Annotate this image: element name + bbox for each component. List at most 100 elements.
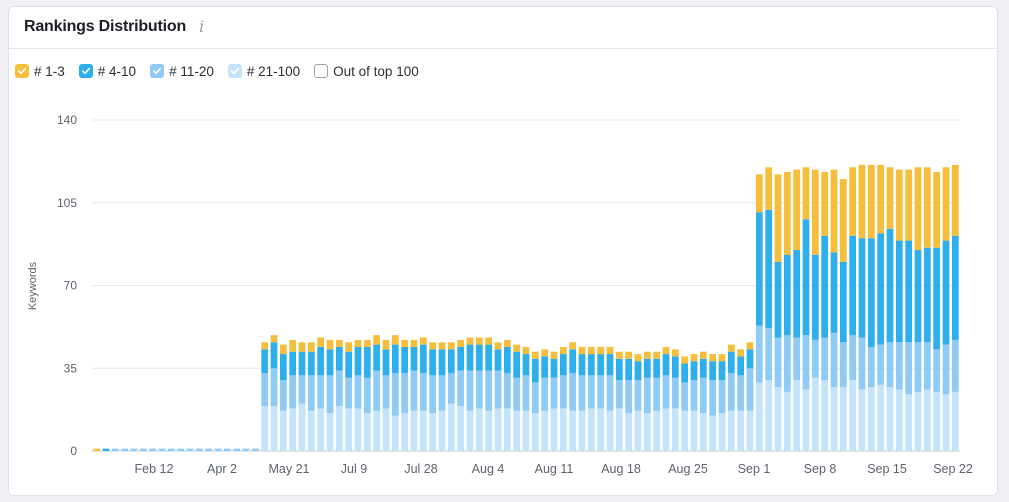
bar-segment — [363, 413, 371, 451]
bar-segment — [671, 377, 679, 409]
bar-segment — [335, 406, 343, 451]
bar-segment — [793, 169, 801, 251]
x-tick-label: Aug 4 — [472, 462, 505, 476]
bar-segment — [587, 346, 595, 355]
bar-segment — [289, 408, 297, 451]
bar-segment — [326, 349, 334, 376]
bar-segment — [317, 337, 325, 347]
bar-segment — [905, 240, 913, 343]
bar-segment — [419, 410, 427, 451]
bar-segment — [662, 354, 670, 376]
bar-segment — [419, 372, 427, 411]
y-tick-label: 105 — [57, 196, 77, 210]
bar-segment — [615, 358, 623, 381]
bar-segment — [391, 415, 399, 451]
bar-segment — [727, 344, 735, 352]
bar-segment — [541, 356, 549, 378]
bar-segment — [373, 344, 381, 371]
legend-item-11-20[interactable]: # 11-20 — [150, 64, 214, 79]
bar-segment — [867, 387, 875, 451]
bar-segment — [858, 164, 866, 239]
bar-segment — [653, 377, 661, 411]
bar-segment — [671, 349, 679, 357]
bar-segment — [447, 372, 455, 404]
bar-segment — [541, 349, 549, 357]
legend-item-4-10[interactable]: # 4-10 — [78, 64, 136, 79]
checkbox-checked-icon[interactable] — [150, 64, 165, 78]
bar-segment — [429, 375, 437, 414]
bar-segment — [391, 372, 399, 416]
bar-segment — [839, 179, 847, 262]
legend-label: Out of top 100 — [333, 63, 419, 79]
bar-segment — [830, 169, 838, 253]
legend-item-21-100[interactable]: # 21-100 — [227, 64, 300, 79]
bar-segment — [737, 356, 745, 376]
bar-segment — [457, 406, 465, 451]
bar-segment — [522, 410, 530, 451]
bar-segment — [102, 448, 110, 451]
bar-segment — [625, 380, 633, 414]
checkbox-checked-icon[interactable] — [227, 64, 242, 78]
bar-segment — [531, 413, 539, 451]
bar-segment — [121, 448, 129, 451]
bar-segment — [410, 370, 418, 411]
bar-segment — [783, 172, 791, 255]
bar-segment — [298, 342, 306, 352]
bar-segment — [942, 394, 950, 451]
bar-segment — [774, 261, 782, 338]
bar-segment — [699, 351, 707, 359]
checkbox-checked-icon[interactable] — [15, 64, 29, 78]
bar-segment — [279, 410, 287, 451]
bar-segment — [578, 354, 586, 376]
bar-segment — [261, 406, 269, 451]
bar-segment — [718, 380, 726, 414]
bar-segment — [419, 344, 427, 373]
bar-segment — [905, 342, 913, 395]
bar-segment — [774, 174, 782, 262]
bar-segment — [485, 410, 493, 451]
info-icon[interactable]: i — [199, 17, 205, 36]
bar-segment — [466, 370, 474, 411]
bar-segment — [718, 413, 726, 451]
bar-segment — [867, 346, 875, 388]
bar-segment — [195, 448, 203, 451]
bar-segment — [513, 410, 521, 451]
bar-segment — [494, 408, 502, 451]
bar-segment — [93, 448, 101, 451]
bar-segment — [634, 410, 642, 451]
bar-segment — [671, 408, 679, 451]
legend-item-1-3[interactable]: # 1-3 — [15, 64, 65, 79]
bar-segment — [877, 384, 885, 451]
checkbox-checked-icon[interactable] — [78, 64, 93, 78]
bar-segment — [709, 354, 717, 362]
bar-segment — [475, 370, 483, 409]
bar-segment — [419, 337, 427, 345]
x-tick-label: Aug 18 — [601, 462, 641, 476]
bar-segment — [746, 410, 754, 451]
bar-segment — [606, 354, 614, 376]
bar-segment — [895, 169, 903, 241]
bar-segment — [485, 337, 493, 345]
bar-segment — [298, 351, 306, 376]
bar-segment — [830, 387, 838, 451]
bar-segment — [914, 167, 922, 251]
bar-segment — [457, 339, 465, 347]
bar-segment — [905, 169, 913, 241]
bar-segment — [158, 448, 166, 451]
bar-segment — [559, 375, 567, 409]
bar-segment — [653, 358, 661, 378]
bar-segment — [335, 370, 343, 407]
bar-segment — [559, 354, 567, 376]
x-tick-label: Sep 22 — [933, 462, 973, 476]
bar-segment — [149, 448, 157, 451]
bar-segment — [457, 346, 465, 371]
bar-segment — [942, 167, 950, 241]
checkbox-unchecked-icon[interactable] — [314, 64, 329, 78]
bar-segment — [550, 358, 558, 378]
bar-segment — [811, 169, 819, 255]
bar-segment — [839, 342, 847, 388]
x-tick-label: Jul 28 — [404, 462, 437, 476]
bar-segment — [345, 342, 353, 352]
bar-segment — [475, 408, 483, 451]
legend-item-out-of-top-100[interactable]: Out of top 100 — [314, 64, 419, 79]
